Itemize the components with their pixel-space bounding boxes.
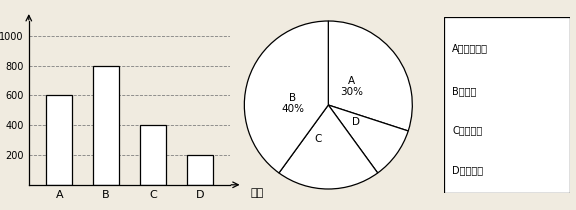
Text: D: D [352, 117, 360, 127]
FancyBboxPatch shape [444, 17, 570, 193]
Text: C：无所谓: C：无所谓 [452, 125, 483, 135]
Text: A：非常赞成: A：非常赞成 [452, 43, 488, 54]
Text: B：赞成: B：赞成 [452, 86, 477, 96]
Bar [47, 96, 72, 185]
Wedge shape [279, 105, 378, 189]
Text: B
40%: B 40% [282, 93, 305, 114]
Text: D：不赞成: D：不赞成 [452, 165, 483, 175]
Bar [140, 125, 166, 185]
Bar [93, 66, 119, 185]
Text: 看法: 看法 [251, 188, 264, 198]
Bar [187, 155, 213, 185]
Wedge shape [328, 21, 412, 131]
Wedge shape [244, 21, 328, 173]
Text: A
30%: A 30% [340, 76, 363, 97]
Wedge shape [328, 105, 408, 173]
Text: C: C [314, 134, 322, 144]
